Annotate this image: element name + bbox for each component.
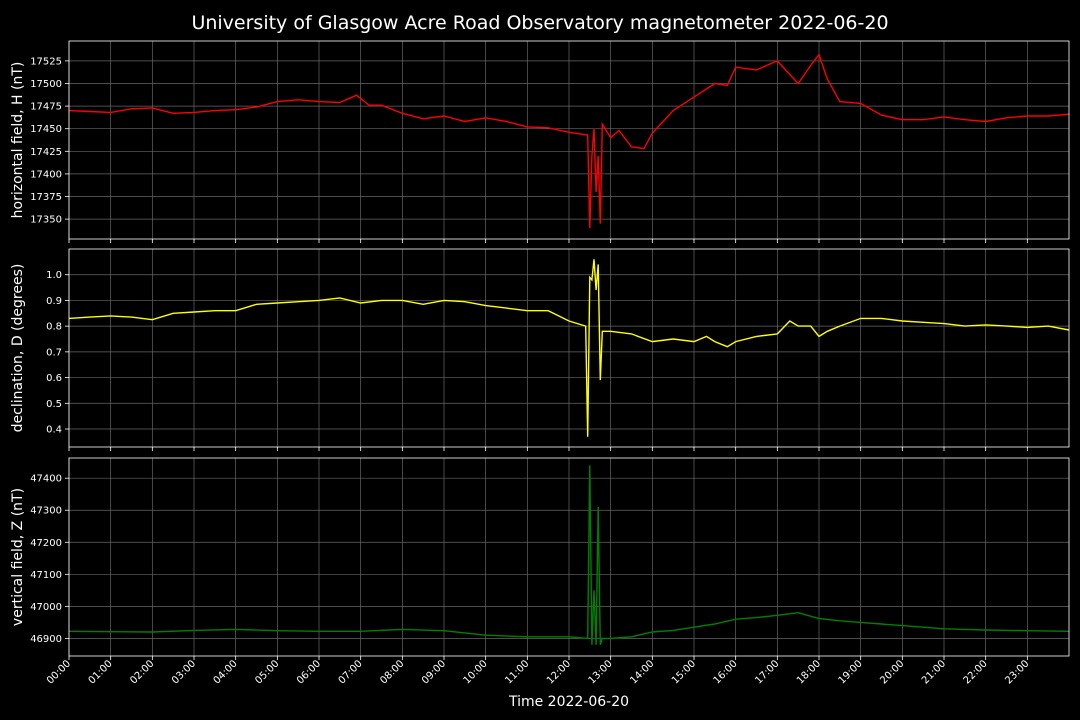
x-tick-label: 02:00	[128, 658, 156, 686]
y-tick-label: 17525	[30, 56, 62, 67]
x-tick-label: 04:00	[212, 658, 240, 686]
y-tick-label: 0.7	[46, 347, 62, 358]
plot-frame	[68, 248, 1070, 448]
x-axis-label: Time 2022-06-20	[508, 694, 629, 710]
x-tick-label: 12:00	[545, 658, 573, 686]
vertical-field-line	[68, 465, 1070, 646]
y-tick-label: 0.6	[46, 373, 62, 384]
x-axis-ticks: 00:00 01:00 02:00 03:00 04:00 05:00 06:00 07:00…	[45, 658, 1031, 686]
y-tick-label: 17375	[30, 192, 62, 203]
y-axis-label: vertical field, Z (nT)	[10, 488, 26, 626]
grid-lines	[68, 458, 1069, 656]
plot-frame	[68, 40, 1070, 240]
y-tick-label: 47400	[30, 474, 62, 485]
x-tick-label: 16:00	[712, 658, 740, 686]
y-tick-label: 1.0	[46, 270, 62, 281]
horizontal-field-panel: 17350 17375 17400 17425 17450 17475 17500 17525…	[10, 40, 1070, 243]
x-tick-label: 13:00	[587, 658, 615, 686]
x-tick-label: 08:00	[378, 658, 406, 686]
x-tick-label: 09:00	[420, 658, 448, 686]
x-tick-label: 18:00	[795, 658, 823, 686]
x-tick-label: 06:00	[295, 658, 323, 686]
y-tick-label: 47300	[30, 506, 62, 517]
x-tick-label: 05:00	[253, 658, 281, 686]
y-tick-label: 0.8	[46, 322, 62, 333]
horizontal-field-line	[68, 53, 1070, 229]
x-tick-label: 03:00	[170, 658, 198, 686]
x-tick-label: 20:00	[878, 658, 906, 686]
y-tick-label: 17450	[30, 124, 62, 135]
y-tick-label: 17350	[30, 215, 62, 226]
x-tick-label: 22:00	[962, 658, 990, 686]
x-tick-label: 00:00	[45, 658, 73, 686]
y-tick-label: 0.4	[46, 425, 62, 436]
declination-line	[68, 259, 1070, 437]
y-axis-label: declination, D (degrees)	[10, 264, 26, 433]
y-tick-label: 46900	[30, 634, 62, 645]
y-tick-label: 17425	[30, 147, 62, 158]
y-tick-label: 17500	[30, 79, 62, 90]
x-tick-label: 11:00	[503, 658, 531, 686]
y-tick-label: 47100	[30, 570, 62, 581]
x-tick-label: 21:00	[920, 658, 948, 686]
y-tick-label: 47000	[30, 602, 62, 613]
y-tick-label: 17475	[30, 102, 62, 113]
declination-panel: 0.4 0.5 0.6 0.7 0.8 0.9 1.0 declination, D (de…	[10, 248, 1070, 451]
y-axis-label: horizontal field, H (nT)	[10, 62, 26, 219]
y-tick-label: 47200	[30, 538, 62, 549]
x-tick-label: 10:00	[462, 658, 490, 686]
vertical-field-panel: 46900 47000 47100 47200 47300 47400 vertical …	[10, 457, 1070, 660]
y-tick-label: 0.9	[46, 296, 62, 307]
x-tick-label: 19:00	[837, 658, 865, 686]
y-tick-label: 17400	[30, 169, 62, 180]
x-tick-label: 15:00	[670, 658, 698, 686]
grid-lines	[68, 41, 1069, 239]
y-tick-label: 0.5	[46, 399, 62, 410]
x-tick-label: 07:00	[337, 658, 365, 686]
chart-title: University of Glasgow Acre Road Observat…	[191, 12, 888, 34]
plot-frame	[68, 457, 1070, 657]
x-tick-label: 23:00	[1003, 658, 1031, 686]
grid-lines	[68, 249, 1069, 447]
x-tick-label: 14:00	[628, 658, 656, 686]
x-tick-label: 01:00	[87, 658, 115, 686]
x-tick-label: 17:00	[753, 658, 781, 686]
